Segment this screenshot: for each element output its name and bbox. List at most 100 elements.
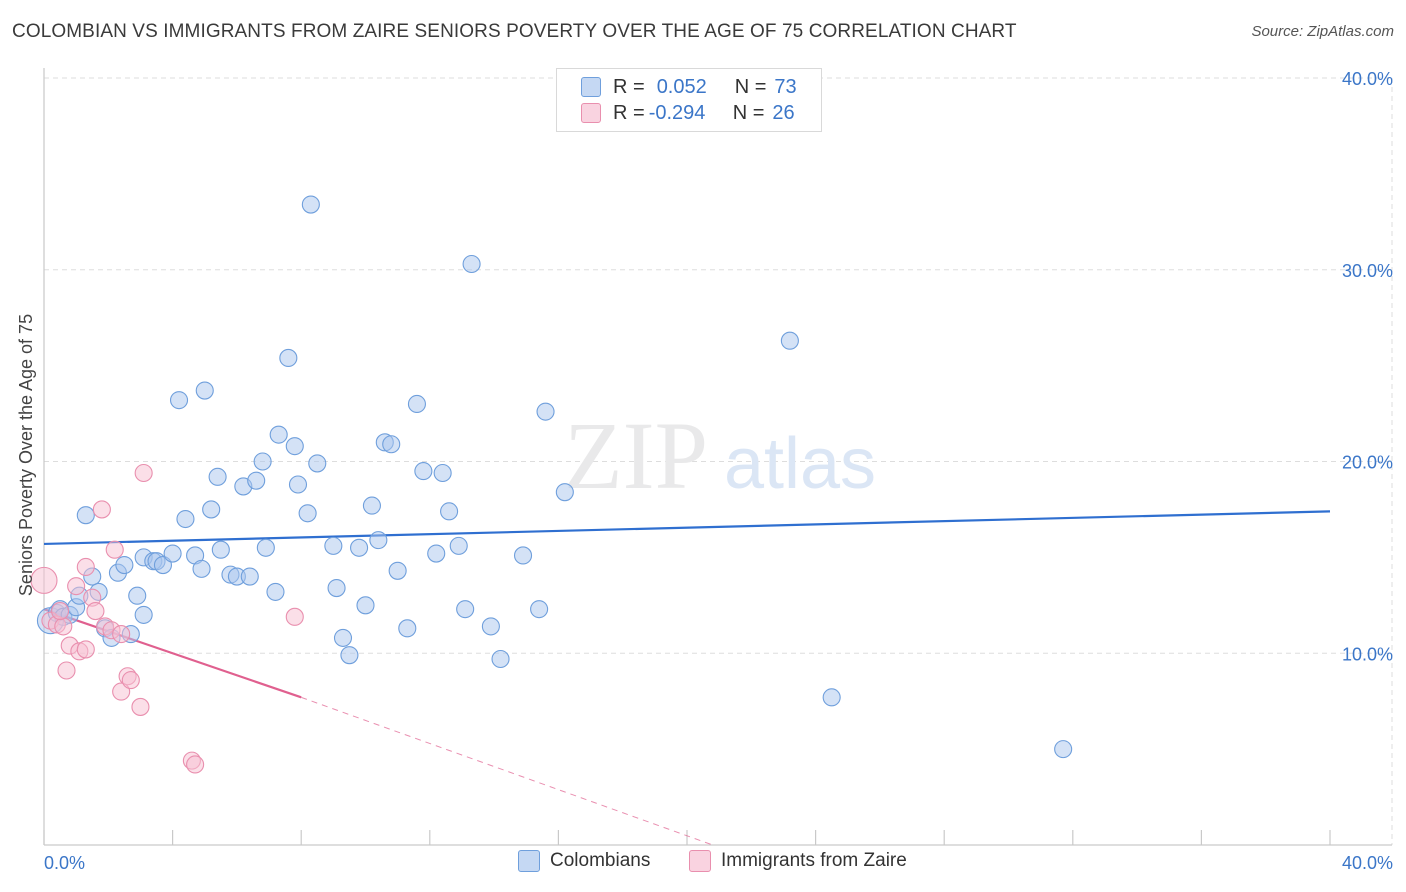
point-zaire (186, 755, 205, 774)
legend-n-label: N = (732, 101, 765, 124)
legend-n-value: 26 (772, 101, 795, 124)
point-colombian (192, 559, 211, 578)
point-colombian (202, 500, 221, 519)
point-zaire (86, 602, 105, 621)
legend-label-zaire: Immigrants from Zaire (721, 850, 907, 871)
point-colombian (440, 502, 459, 521)
point-colombian (128, 586, 147, 605)
point-colombian (308, 454, 327, 473)
point-zaire (51, 602, 70, 621)
legend-row-colombians: R = 0.052 N = 73 (581, 75, 797, 99)
y-tick-label: 10.0% (1342, 644, 1393, 664)
point-colombian (414, 462, 433, 481)
point-colombian (76, 506, 95, 525)
point-colombian (134, 605, 153, 624)
point-colombian (163, 544, 182, 563)
point-colombian (491, 649, 510, 669)
x-tick-label: 0.0% (44, 853, 85, 873)
legend-r-label: R = (613, 75, 645, 98)
grid-layer (44, 77, 1393, 845)
watermark-zip: ZIP (564, 402, 708, 509)
x-tick-label: 40.0% (1342, 853, 1393, 873)
point-colombian (481, 617, 500, 636)
legend-r-label: R = (613, 101, 645, 124)
point-colombian (169, 391, 189, 410)
point-colombian (195, 381, 214, 400)
trend-line-zaire-extrapolated (301, 696, 713, 846)
point-colombian (324, 536, 343, 555)
point-zaire (105, 540, 124, 559)
point-colombian (253, 452, 272, 471)
series-legend: Colombians Immigrants from Zaire (0, 850, 1406, 878)
axes: 10.0% 20.0% 30.0% 40.0% 0.0% 40.0% (43, 68, 1393, 873)
legend-row-zaire: R = -0.294 N = 26 (581, 101, 795, 125)
point-colombian (288, 475, 308, 494)
point-colombian (530, 600, 549, 619)
point-colombian (780, 331, 799, 350)
point-colombian (269, 425, 288, 444)
point-colombian (1054, 740, 1073, 759)
point-colombian (398, 619, 417, 638)
y-tick-label: 40.0% (1342, 69, 1393, 89)
point-colombian (555, 483, 574, 502)
legend-item-zaire[interactable]: Immigrants from Zaire (689, 850, 907, 872)
point-colombian (333, 628, 353, 647)
point-colombian (301, 195, 320, 214)
y-tick-label: 30.0% (1342, 261, 1393, 281)
point-zaire (76, 640, 95, 659)
trend-line-zaire (43, 608, 302, 699)
legend-swatch-blue (518, 850, 540, 872)
point-colombian (285, 437, 304, 456)
point-zaire (54, 617, 73, 636)
point-colombian (449, 536, 468, 555)
point-colombian (369, 531, 388, 550)
chart-title: COLOMBIAN VS IMMIGRANTS FROM ZAIRE SENIO… (12, 21, 1017, 42)
point-zaire (57, 661, 76, 680)
point-zaire (121, 671, 140, 690)
point-colombian (176, 509, 195, 529)
y-tick-label: 20.0% (1342, 453, 1393, 473)
point-colombian (211, 540, 230, 559)
point-zaire (67, 577, 86, 596)
legend-n-value: 73 (774, 75, 797, 98)
legend-n-label: N = (734, 75, 767, 98)
point-colombian (115, 555, 134, 575)
point-colombian (327, 579, 346, 598)
watermark: ZIP atlas (564, 402, 876, 509)
point-colombian (427, 544, 446, 563)
point-colombian (388, 561, 407, 580)
point-colombian (822, 688, 841, 707)
legend-r-value: 0.052 (656, 75, 707, 98)
correlation-legend: R = 0.052 N = 73 R = -0.294 N = 26 (556, 68, 822, 132)
point-colombian (456, 600, 475, 619)
watermark-atlas: atlas (724, 424, 876, 504)
point-colombian (382, 435, 401, 454)
legend-label-colombians: Colombians (550, 850, 651, 871)
point-colombian (362, 496, 381, 515)
point-colombian (536, 402, 555, 421)
point-zaire (112, 625, 131, 644)
legend-swatch-pink (689, 850, 711, 872)
point-colombian (256, 538, 275, 557)
point-zaire (285, 607, 304, 626)
point-zaire (131, 697, 150, 716)
trend-lines (43, 510, 1331, 846)
legend-item-colombians[interactable]: Colombians (518, 850, 650, 872)
point-colombian (350, 538, 369, 557)
point-colombian (247, 471, 266, 490)
y-axis-label: Seniors Poverty Over the Age of 75 (16, 314, 36, 596)
point-colombian (208, 467, 227, 486)
legend-r-value: -0.294 (648, 101, 706, 124)
source-label: Source: ZipAtlas.com (1251, 23, 1394, 40)
point-colombian (279, 348, 298, 368)
point-zaire (76, 557, 95, 577)
point-colombian (407, 394, 426, 414)
point-colombian (356, 596, 375, 615)
point-colombian (433, 463, 452, 483)
point-zaire (134, 463, 153, 483)
point-colombian (340, 646, 359, 665)
point-colombian (513, 546, 533, 565)
data-points (30, 195, 1073, 774)
point-zaire (30, 566, 58, 594)
